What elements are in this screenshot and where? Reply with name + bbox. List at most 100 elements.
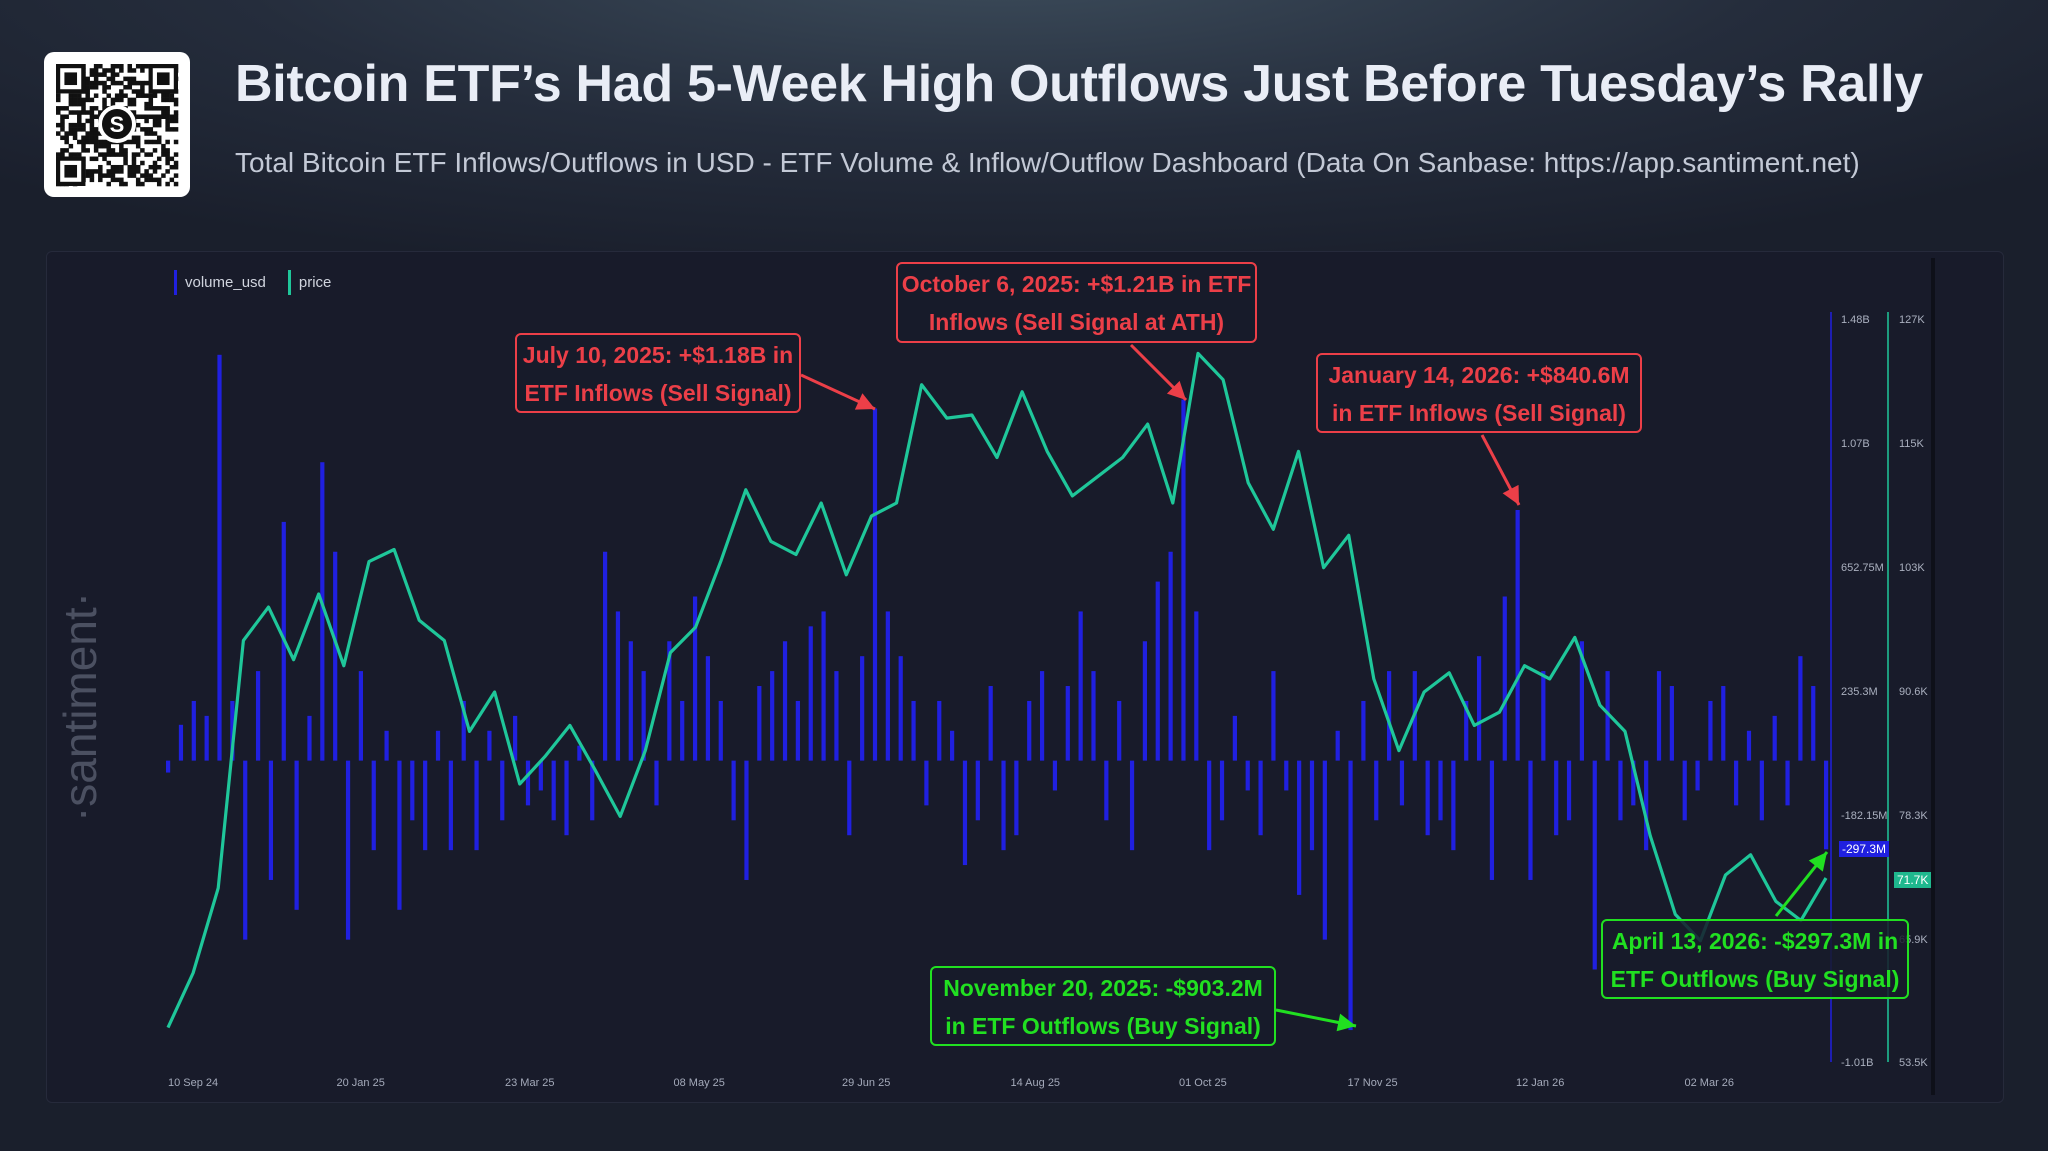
- qr-module: [102, 101, 107, 107]
- volume-bar: [718, 700, 723, 761]
- volume-bar: [1631, 760, 1636, 806]
- qr-module: [60, 135, 65, 141]
- annotation-line: November 20, 2025: -$903.2M: [943, 975, 1263, 1001]
- volume-bar: [1297, 760, 1302, 895]
- volume-bar: [808, 626, 813, 761]
- qr-module: [135, 114, 141, 119]
- qr-module: [173, 97, 179, 103]
- qr-module: [102, 68, 107, 73]
- qr-module: [144, 114, 149, 119]
- qr-module: [77, 139, 82, 145]
- qr-module: [98, 80, 103, 86]
- qr-module: [127, 164, 133, 170]
- qr-module: [173, 110, 179, 115]
- qr-module: [93, 131, 99, 136]
- qr-module: [68, 97, 74, 103]
- qr-module: [114, 72, 120, 77]
- qr-module: [106, 85, 111, 90]
- volume-bar: [525, 760, 531, 806]
- qr-module: [68, 143, 74, 149]
- annotation-april-13: April 13, 2026: -$297.3M in ETF Outflows…: [1601, 919, 1909, 999]
- qr-module: [148, 93, 154, 98]
- volume-bar: [191, 700, 196, 761]
- qr-module: [81, 106, 86, 111]
- qr-module: [152, 177, 158, 183]
- qr-module: [131, 89, 137, 94]
- qr-module: [131, 173, 137, 178]
- qr-module: [161, 106, 166, 111]
- qr-module: [131, 152, 137, 157]
- qr-module: [110, 80, 116, 86]
- qr-module: [89, 177, 95, 183]
- qr-module: [156, 106, 162, 111]
- volume-bar: [1078, 611, 1083, 761]
- qr-module: [135, 139, 141, 145]
- qr-module: [56, 131, 61, 136]
- qr-module: [93, 64, 99, 69]
- volume-bar: [988, 686, 993, 761]
- current-price-badge: 71.7K: [1894, 872, 1932, 888]
- volume-bar: [1554, 760, 1559, 836]
- qr-module: [89, 106, 95, 111]
- qr-module: [140, 114, 145, 119]
- volume-bar: [1746, 730, 1752, 761]
- volume-bar: [1232, 715, 1237, 761]
- chart-legend: volume_usd price: [174, 270, 339, 295]
- qr-module: [102, 85, 107, 90]
- x-tick-label: 01 Oct 25: [1179, 1077, 1227, 1089]
- volume-bar: [1117, 700, 1122, 761]
- volume-bar: [1811, 686, 1816, 761]
- qr-module: [85, 93, 90, 98]
- qr-module: [72, 101, 78, 107]
- volume-bar: [731, 760, 736, 821]
- qr-module: [110, 177, 116, 183]
- qr-module: [102, 173, 107, 178]
- volume-bar: [590, 760, 595, 821]
- qr-module: [110, 68, 116, 73]
- volume-bar: [500, 760, 505, 821]
- volume-bar: [628, 641, 633, 761]
- qr-module: [165, 148, 170, 153]
- volume-bar: [821, 611, 826, 761]
- qr-module: [152, 148, 158, 153]
- legend-price[interactable]: price: [287, 270, 340, 295]
- qr-module: [144, 127, 149, 132]
- qr-module: [64, 135, 69, 141]
- volume-bar: [1219, 760, 1225, 821]
- volume-bar: [1528, 760, 1533, 880]
- qr-module: [123, 93, 128, 98]
- annotation-line: in ETF Outflows (Buy Signal): [945, 1013, 1261, 1039]
- qr-module: [148, 164, 154, 170]
- qr-module: [119, 177, 124, 183]
- x-tick-label: 14 Aug 25: [1011, 1077, 1061, 1089]
- qr-module: [98, 173, 103, 178]
- page-subtitle: Total Bitcoin ETF Inflows/Outflows in US…: [235, 147, 1860, 178]
- volume-bar: [461, 700, 466, 761]
- qr-module: [140, 93, 145, 98]
- qr-module: [93, 127, 99, 132]
- qr-module: [72, 127, 78, 132]
- volume-bar: [487, 730, 492, 761]
- volume-bar: [1104, 760, 1109, 821]
- qr-module: [98, 72, 103, 77]
- qr-code-image: S: [56, 64, 179, 187]
- volume-bar: [1245, 760, 1250, 791]
- qr-module: [93, 106, 99, 111]
- qr-module: [85, 89, 90, 94]
- volume-bar: [410, 760, 415, 821]
- volume-bar: [1271, 671, 1276, 761]
- qr-module: [144, 173, 149, 178]
- qr-module: [72, 122, 78, 128]
- qr-module: [93, 169, 99, 174]
- volume-bar: [1181, 399, 1186, 761]
- qr-module: [152, 139, 158, 145]
- qr-module: [110, 101, 116, 107]
- qr-module: [135, 89, 141, 94]
- qr-module: [161, 114, 166, 119]
- annotation-line: July 10, 2025: +$1.18B in: [522, 342, 794, 368]
- legend-volume[interactable]: volume_usd: [174, 270, 274, 295]
- qr-module: [144, 64, 149, 69]
- qr-module: [72, 97, 78, 103]
- qr-module: [72, 152, 78, 157]
- volume-bar: [1091, 671, 1096, 761]
